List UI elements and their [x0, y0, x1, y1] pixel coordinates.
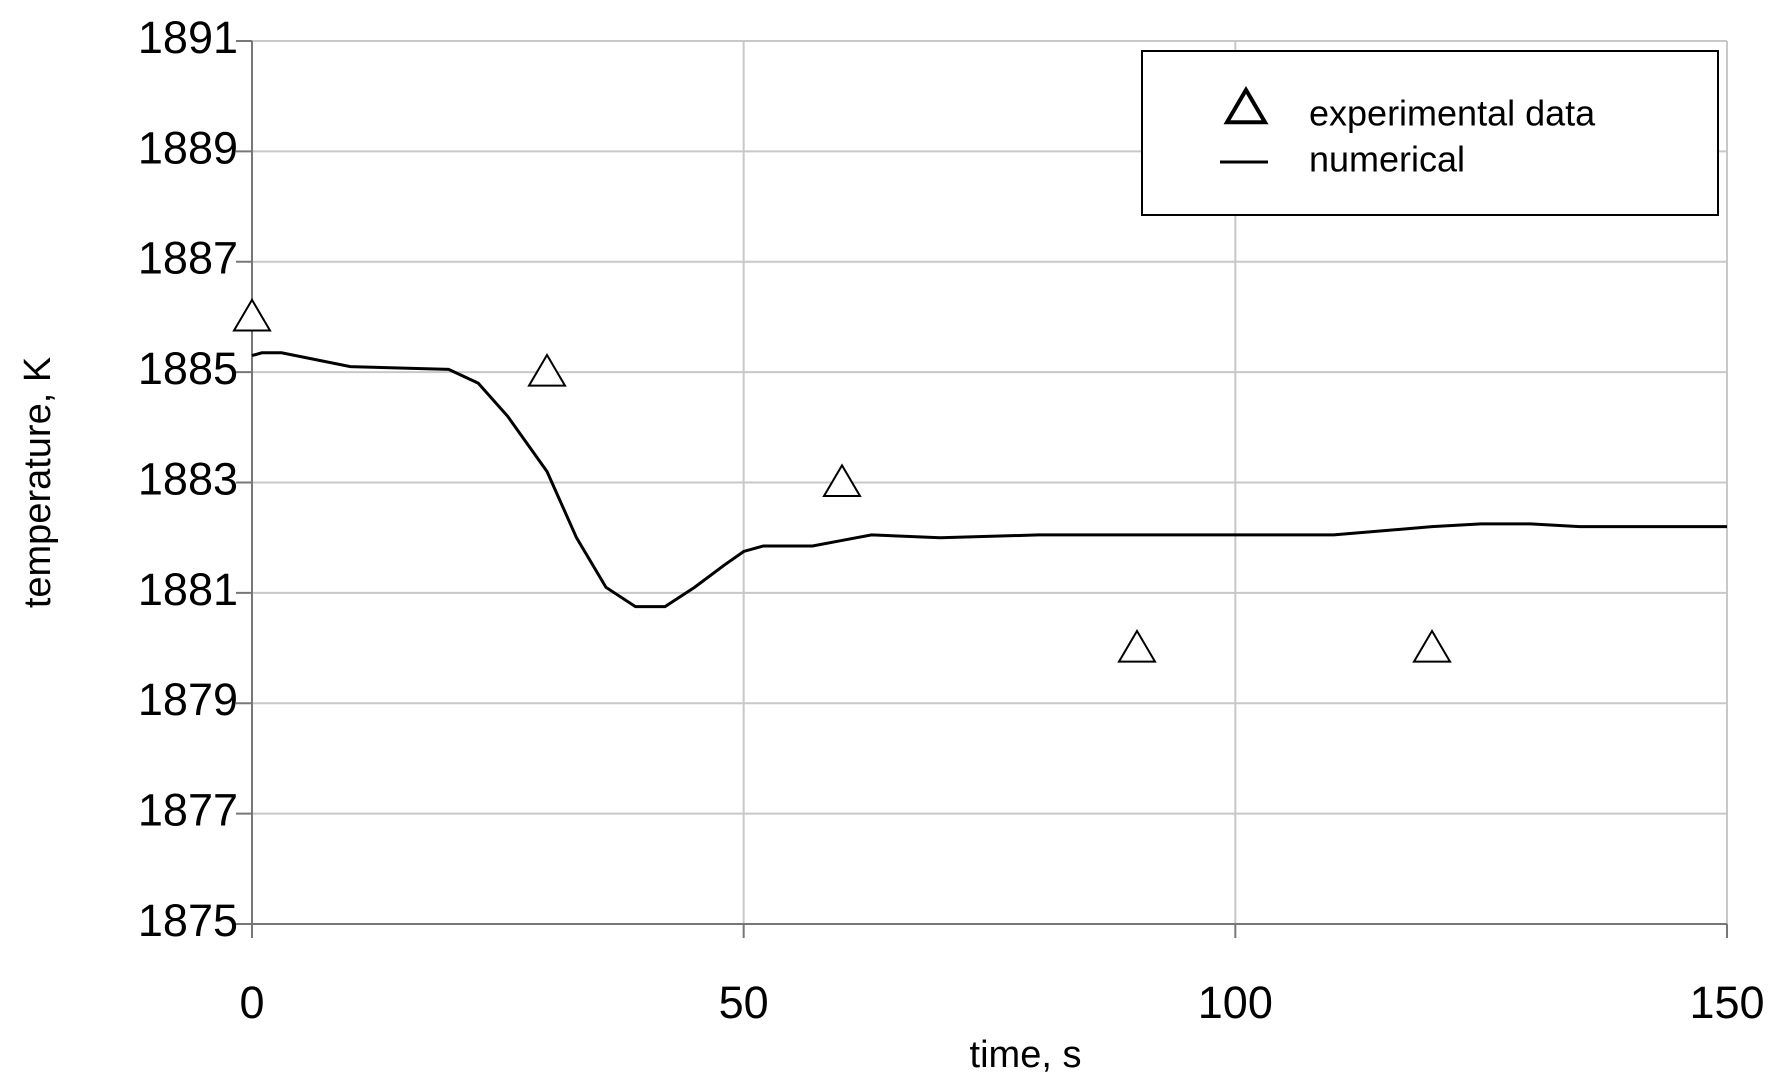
x-tick-label: 150 [1689, 977, 1764, 1028]
y-tick-label: 1887 [138, 233, 238, 284]
y-tick-label: 1891 [138, 12, 238, 63]
data-point [1117, 628, 1157, 663]
y-tick-label: 1885 [138, 343, 238, 394]
x-tick-label: 0 [239, 977, 264, 1028]
legend-symbol [1223, 86, 1269, 125]
legend-label: experimental data [1309, 93, 1596, 134]
data-point [822, 463, 862, 497]
y-tick-label: 1883 [138, 453, 238, 504]
data-point [232, 297, 272, 332]
y-axis-label: temperature, K [17, 357, 59, 608]
y-tick-label: 1877 [138, 785, 238, 836]
y-tick-label: 1881 [138, 564, 238, 615]
y-tick-label: 1879 [138, 674, 238, 725]
legend-label: numerical [1309, 139, 1465, 180]
legend-box [1141, 50, 1719, 216]
data-point [527, 353, 567, 387]
data-line [251, 351, 1727, 609]
x-tick-label: 100 [1198, 977, 1273, 1028]
y-tick-label: 1889 [138, 122, 238, 173]
data-point [1412, 628, 1452, 663]
y-tick-label: 1875 [138, 895, 238, 946]
x-tick-label: 50 [719, 977, 769, 1028]
x-axis-label: time, s [970, 1034, 1082, 1076]
